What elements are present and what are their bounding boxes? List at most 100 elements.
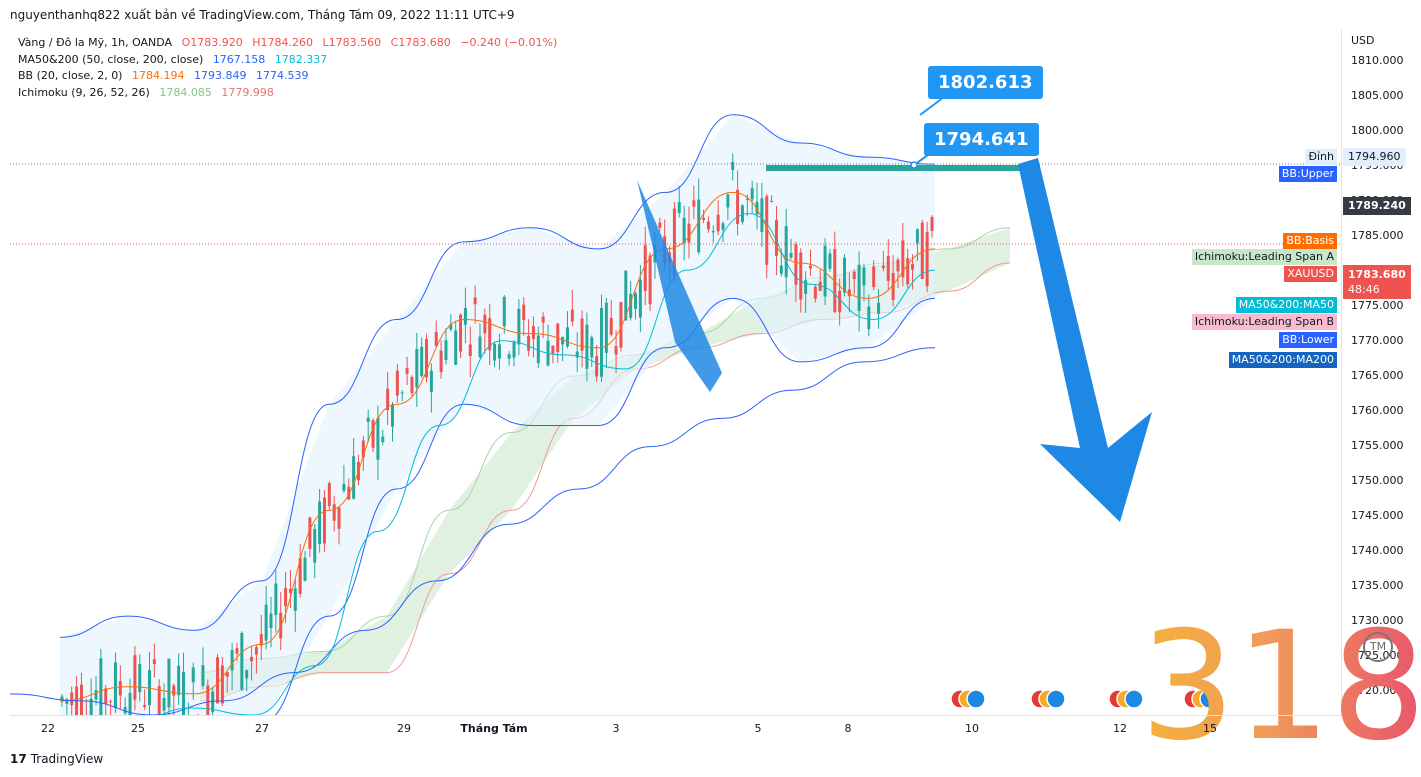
candle-body (371, 420, 375, 448)
candle-body (434, 331, 438, 347)
event-flag-icon[interactable] (966, 689, 986, 709)
candle-body (147, 670, 151, 706)
candle-body (493, 344, 497, 361)
footer-brand[interactable]: 17 TradingView (10, 752, 103, 766)
legend-bb[interactable]: BB (20, close, 2, 0) 1784.194 1793.849 1… (18, 68, 557, 85)
candle-body (293, 588, 297, 611)
candle-body (847, 289, 851, 297)
bb-value-3: 1774.539 (255, 69, 309, 82)
callout-1794[interactable]: 1794.641 (924, 123, 1039, 156)
event-flag-icon[interactable] (1199, 689, 1219, 709)
candle-body (118, 681, 122, 696)
price-tick: 1770.000 (1351, 334, 1404, 347)
candle-body (162, 697, 166, 711)
candle-body (570, 309, 574, 322)
event-flag-icon[interactable] (1046, 689, 1066, 709)
legend-ma[interactable]: MA50&200 (50, close, 200, close) 1767.15… (18, 52, 557, 69)
candle-body (60, 696, 64, 702)
candle-body (89, 698, 93, 715)
candle-body (235, 648, 239, 654)
candle-body (750, 188, 754, 200)
price-axis[interactable] (1341, 30, 1421, 715)
price-tick: 1740.000 (1351, 544, 1404, 557)
legend-ichimoku[interactable]: Ichimoku (9, 26, 52, 26) 1784.085 1779.9… (18, 85, 557, 102)
byline: nguyenthanhq822 xuất bản về TradingView.… (10, 8, 515, 22)
time-tick: 3 (612, 722, 620, 735)
price-tick: 1760.000 (1351, 404, 1404, 417)
candle-body (454, 330, 458, 365)
candle-body (425, 338, 429, 378)
candle-body (789, 253, 793, 258)
candle-body (599, 307, 603, 377)
candle-body (551, 345, 555, 354)
candle-body (784, 226, 788, 278)
time-tick: 12 (1113, 722, 1127, 735)
axis-currency: USD (1351, 34, 1375, 47)
candle-body (138, 663, 142, 693)
candle-body (896, 259, 900, 272)
time-axis[interactable]: 22 25 27 29 Tháng Tám 3 5 8 10 12 15 (10, 715, 1341, 744)
candle-body (862, 267, 866, 286)
candles (60, 153, 934, 715)
price-tick: 1730.000 (1351, 614, 1404, 627)
candle-body (347, 486, 351, 500)
price-tag-dinh: 1794.960 (1343, 148, 1406, 166)
event-flag-icon[interactable] (1124, 689, 1144, 709)
candle-body (216, 657, 220, 704)
candle-body (459, 314, 463, 352)
candle-body (70, 692, 74, 706)
candle-body (201, 665, 205, 686)
candle-body (813, 286, 817, 299)
time-tick: 27 (255, 722, 269, 735)
ma200-line (10, 347, 936, 715)
time-tick: 10 (965, 722, 979, 735)
forecast-down-arrow (1018, 158, 1152, 522)
candle-body (886, 256, 890, 281)
candle-body (284, 587, 288, 607)
tm-mark: TM (1363, 632, 1393, 662)
candle-body (376, 418, 380, 460)
candle-body (881, 265, 885, 269)
candle-body (366, 417, 370, 422)
candle-body (872, 266, 876, 288)
candle-body (225, 672, 229, 677)
candle-body (240, 632, 244, 690)
candle-body (512, 342, 516, 358)
candle-body (152, 659, 156, 664)
candle-body (327, 483, 331, 507)
candle-body (536, 335, 540, 364)
candle-body (497, 344, 501, 359)
candle-body (269, 613, 273, 629)
candle-body (332, 504, 336, 521)
candle-body (721, 223, 725, 230)
callout-1802[interactable]: 1802.613 (928, 66, 1043, 99)
candle-body (274, 583, 278, 615)
candle-body (920, 222, 924, 279)
candle-body (361, 440, 365, 458)
candle-body (308, 517, 312, 549)
candle-body (804, 280, 808, 294)
bb-fill (60, 114, 935, 715)
chart-plot[interactable] (10, 30, 1341, 715)
candle-body (833, 249, 837, 312)
candle-body (745, 198, 749, 200)
ohlc-change: −0.240 (−0.01%) (460, 36, 558, 49)
small-down-arrow (637, 180, 722, 392)
candle-body (682, 217, 686, 244)
indicator-lines (10, 191, 936, 715)
badge-ichi-b: Ichimoku:Leading Span B (1191, 314, 1337, 330)
candle-body (838, 290, 842, 313)
candle-body (94, 690, 98, 700)
candle-body (765, 196, 769, 265)
candle-body (478, 336, 482, 357)
candle-body (395, 370, 399, 396)
candle-body (629, 293, 633, 318)
badge-xauusd: XAUUSD (1284, 266, 1337, 282)
candle-body (337, 507, 341, 529)
candle-body (711, 231, 715, 233)
time-tick: 22 (41, 722, 55, 735)
candle-body (429, 370, 433, 392)
legend-symbol[interactable]: Vàng / Đô la Mỹ, 1h, OANDA O1783.920 H17… (18, 35, 557, 52)
candle-body (303, 557, 307, 581)
candle-body (191, 667, 195, 683)
